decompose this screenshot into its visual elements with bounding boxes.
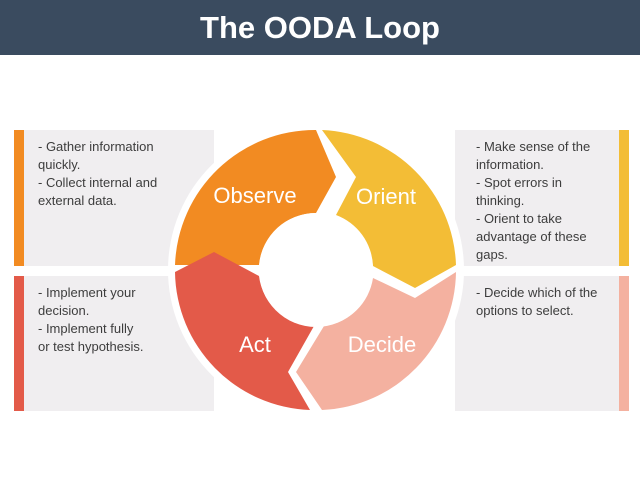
observe-note: external data. bbox=[38, 193, 117, 208]
decide-note: options to select. bbox=[476, 303, 574, 318]
orient-note: advantage of these bbox=[476, 229, 587, 244]
observe-accent-bar bbox=[14, 130, 24, 266]
orient-note: information. bbox=[476, 157, 544, 172]
orient-note: thinking. bbox=[476, 193, 525, 208]
title-bar: The OODA Loop bbox=[0, 0, 640, 55]
page-title: The OODA Loop bbox=[200, 9, 440, 45]
decide-segment bbox=[296, 272, 456, 410]
observe-note: - Gather information bbox=[38, 139, 154, 154]
orient-accent-bar bbox=[619, 130, 629, 266]
observe-note: quickly. bbox=[38, 157, 81, 172]
orient-note: - Orient to take bbox=[476, 211, 562, 226]
orient-label: Orient bbox=[356, 184, 416, 209]
decide-notes: - Decide which of the options to select. bbox=[476, 284, 616, 320]
orient-notes-panel: - Make sense of the information. - Spot … bbox=[455, 130, 629, 266]
decide-note: - Decide which of the bbox=[476, 285, 598, 300]
act-segment bbox=[175, 252, 314, 410]
observe-notes: - Gather information quickly. - Collect … bbox=[38, 138, 203, 210]
orient-note: - Make sense of the bbox=[476, 139, 591, 154]
act-note: - Implement fully bbox=[38, 321, 134, 336]
act-note: - Implement your bbox=[38, 285, 136, 300]
observe-note: - Collect internal and bbox=[38, 175, 158, 190]
orient-note: gaps. bbox=[476, 247, 508, 262]
act-note: or test hypothesis. bbox=[38, 339, 144, 354]
act-label: Act bbox=[239, 332, 271, 357]
act-notes: - Implement your decision. - Implement f… bbox=[38, 284, 203, 356]
decide-label: Decide bbox=[348, 332, 416, 357]
cycle-center bbox=[259, 213, 373, 327]
act-accent-bar bbox=[14, 276, 24, 411]
observe-segment bbox=[175, 129, 336, 265]
orient-segment bbox=[322, 130, 456, 288]
orient-notes: - Make sense of the information. - Spot … bbox=[476, 138, 616, 264]
decide-notes-panel: - Decide which of the options to select. bbox=[455, 276, 629, 411]
decide-accent-bar bbox=[619, 276, 629, 411]
observe-label: Observe bbox=[213, 183, 296, 208]
orient-note: - Spot errors in bbox=[476, 175, 562, 190]
act-note: decision. bbox=[38, 303, 90, 318]
